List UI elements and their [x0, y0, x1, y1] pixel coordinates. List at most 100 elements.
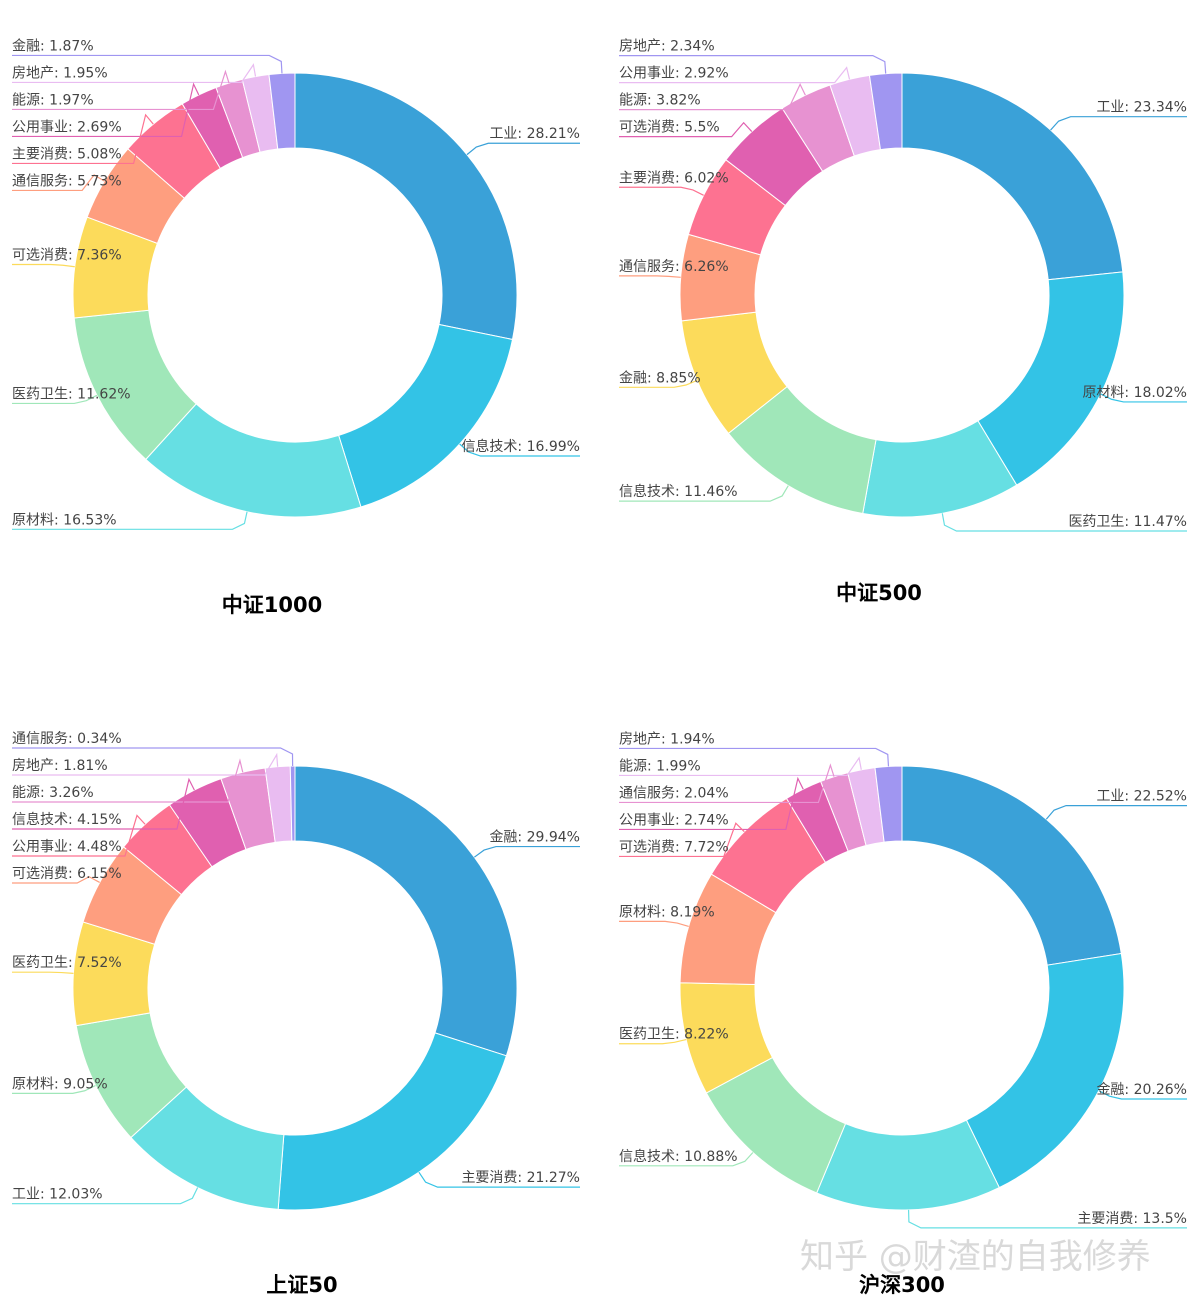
slice-label-3-2: 主要消费: 21.27% [461, 1170, 580, 1186]
leader-line-2-9 [619, 82, 806, 111]
slice-label-2-10: 公用事业: 2.92% [619, 66, 729, 82]
leader-line-3-6 [12, 876, 100, 884]
slice-1-1 [294, 72, 518, 341]
leader-line-1-9 [12, 69, 230, 111]
slice-label-4-8: 公用事业: 2.74% [619, 812, 729, 828]
slice-4-3 [816, 1119, 1000, 1211]
slice-label-4-1: 工业: 22.52% [1096, 789, 1187, 805]
leader-line-3-11 [12, 747, 294, 767]
chart-title-3: 上证50 [266, 1273, 337, 1297]
slice-label-1-11: 金融: 1.87% [12, 38, 94, 54]
slice-label-2-9: 能源: 3.82% [619, 93, 701, 109]
slice-label-1-5: 可选消费: 7.36% [12, 247, 122, 263]
slice-2-2 [977, 271, 1125, 486]
slice-label-2-11: 房地产: 2.34% [619, 39, 715, 55]
leader-line-2-10 [619, 66, 851, 84]
leader-line-3-2 [418, 1171, 580, 1188]
slice-label-1-8: 公用事业: 2.69% [12, 119, 122, 135]
slice-2-11 [868, 72, 903, 151]
leader-line-4-2 [1098, 1090, 1187, 1100]
leader-line-2-1 [1050, 116, 1187, 131]
leader-line-4-10 [619, 756, 862, 777]
leader-line-1-4 [12, 394, 98, 405]
donut-chart-1: 金融: 1.87% 房地产: 1.95% 能源: 1.97% 公用事业: 2.69% 主… [12, 38, 580, 617]
slice-label-2-1: 工业: 23.34% [1096, 100, 1187, 116]
leader-line-1-8 [12, 82, 200, 138]
slice-3-1 [294, 765, 518, 1057]
slice-1-2 [338, 323, 514, 508]
leader-line-2-2 [1100, 393, 1187, 403]
leader-line-4-5 [619, 1038, 687, 1045]
leader-line-4-9 [619, 763, 835, 804]
leader-line-3-8 [12, 777, 195, 830]
slice-label-4-7: 可选消费: 7.72% [619, 839, 729, 855]
slice-label-2-3: 医药卫生: 11.47% [1068, 514, 1187, 530]
leader-line-3-10 [12, 752, 279, 776]
slice-2-1 [901, 72, 1124, 281]
leader-line-2-5 [619, 379, 698, 388]
slice-label-2-2: 原材料: 18.02% [1082, 385, 1187, 401]
slice-label-3-5: 医药卫生: 7.52% [12, 955, 122, 971]
slice-label-1-4: 医药卫生: 11.62% [12, 386, 131, 402]
leader-line-4-3 [907, 1209, 1187, 1229]
leader-line-2-3 [941, 513, 1187, 532]
slice-label-4-5: 医药卫生: 8.22% [619, 1027, 729, 1043]
slice-label-2-5: 金融: 8.85% [619, 370, 701, 386]
slice-label-3-8: 信息技术: 4.15% [12, 811, 122, 828]
leader-line-3-9 [12, 758, 244, 803]
slice-label-2-4: 信息技术: 11.46% [619, 483, 738, 500]
leader-line-2-11 [619, 55, 887, 74]
leader-line-2-7 [619, 186, 704, 196]
leader-line-4-6 [619, 920, 689, 927]
slice-label-4-11: 房地产: 1.94% [619, 731, 715, 747]
leader-line-4-4 [619, 1152, 754, 1167]
slice-label-2-7: 主要消费: 6.02% [619, 170, 729, 186]
slice-label-4-6: 原材料: 8.19% [619, 904, 715, 920]
watermark-text: 知乎 @财渣的自我修养 [800, 1237, 1151, 1277]
slice-label-3-4: 原材料: 9.05% [12, 1076, 108, 1092]
leader-line-3-1 [474, 845, 580, 858]
slice-label-3-10: 房地产: 1.81% [12, 758, 108, 774]
slice-label-1-10: 房地产: 1.95% [12, 65, 108, 81]
slice-label-3-3: 工业: 12.03% [12, 1187, 103, 1203]
slice-label-4-10: 能源: 1.99% [619, 758, 701, 774]
leader-line-1-6 [12, 174, 105, 192]
slice-label-4-3: 主要消费: 13.5% [1077, 1211, 1187, 1227]
slice-4-11 [874, 765, 903, 843]
leader-line-4-7 [619, 822, 745, 858]
slice-1-11 [268, 72, 296, 150]
slice-label-1-6: 通信服务: 5.73% [12, 173, 122, 189]
leader-line-4-8 [619, 776, 804, 831]
leader-line-3-3 [12, 1187, 199, 1205]
leader-line-4-1 [1045, 805, 1187, 820]
leader-line-1-10 [12, 63, 257, 84]
leader-line-2-8 [619, 121, 753, 138]
slice-label-3-7: 公用事业: 4.48% [12, 839, 122, 855]
leader-line-3-4 [12, 1084, 96, 1094]
slice-label-2-8: 可选消费: 5.5% [619, 120, 720, 136]
slice-4-1 [901, 765, 1122, 966]
slice-label-1-1: 工业: 28.21% [489, 126, 580, 142]
slice-label-3-9: 能源: 3.26% [12, 785, 94, 801]
chart-title-2: 中证500 [836, 581, 922, 605]
leader-line-1-3 [12, 511, 248, 530]
slice-4-2 [965, 952, 1125, 1189]
slice-label-4-9: 通信服务: 2.04% [619, 785, 729, 801]
donut-chart-2: 房地产: 2.34% 公用事业: 2.92% 能源: 3.82% 可选消费: 5.5%… [619, 39, 1187, 605]
donut-chart-4: 房地产: 1.94% 能源: 1.99% 通信服务: 2.04% 公用事业: 2.74… [619, 731, 1187, 1297]
slice-label-3-11: 通信服务: 0.34% [12, 731, 122, 747]
leader-line-2-4 [619, 485, 789, 502]
slice-label-1-7: 主要消费: 5.08% [12, 146, 122, 162]
slice-label-1-9: 能源: 1.97% [12, 92, 94, 108]
leader-line-1-11 [12, 54, 283, 74]
chart-title-4: 沪深300 [859, 1273, 945, 1297]
donut-chart-3: 通信服务: 0.34% 房地产: 1.81% 能源: 3.26% 信息技术: 4.15… [12, 731, 580, 1297]
leader-line-2-6 [619, 275, 681, 278]
slice-label-1-2: 信息技术: 16.99% [461, 438, 580, 455]
slice-label-1-3: 原材料: 16.53% [12, 512, 117, 528]
leader-line-1-5 [12, 263, 75, 268]
leader-line-1-2 [459, 443, 580, 457]
slice-label-4-4: 信息技术: 10.88% [619, 1148, 738, 1165]
charts-group: 金融: 1.87% 房地产: 1.95% 能源: 1.97% 公用事业: 2.69% 主… [12, 38, 1187, 1297]
